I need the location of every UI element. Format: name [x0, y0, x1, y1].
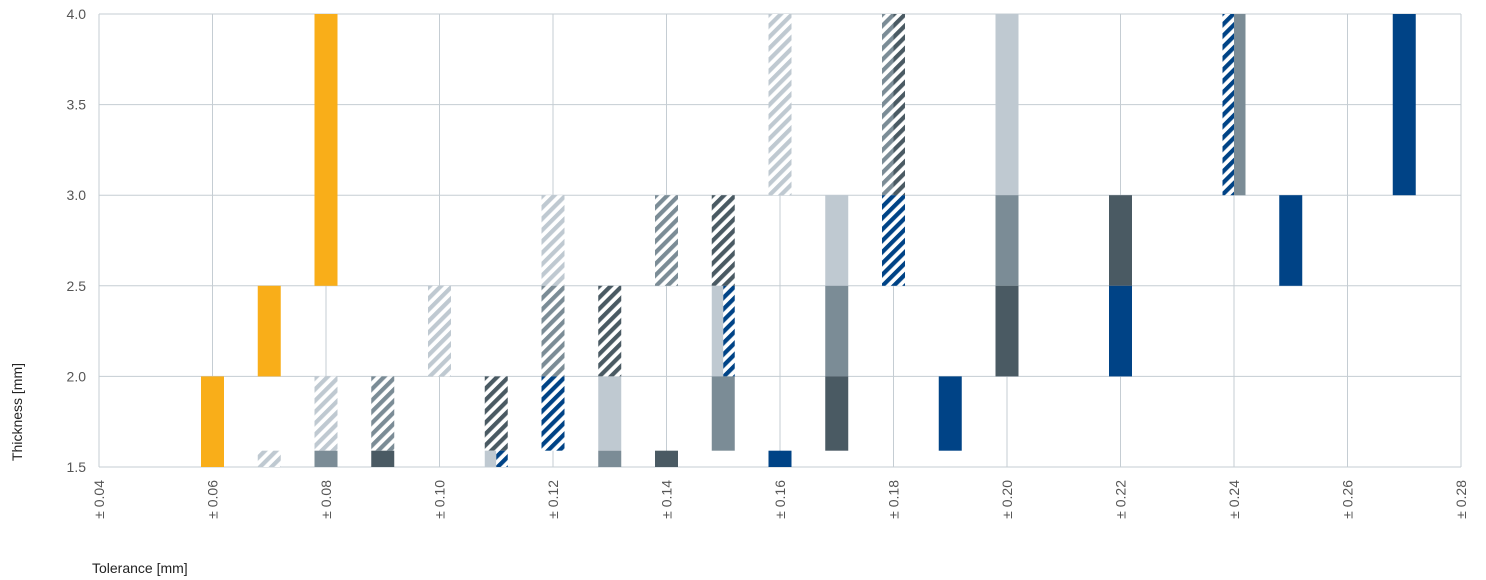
- bar: [995, 14, 1019, 196]
- bar: [496, 450, 508, 467]
- bar: [825, 285, 849, 377]
- x-tick-label: ± 0.16: [772, 480, 788, 519]
- x-axis-title: Tolerance [mm]: [92, 560, 188, 576]
- x-tick-label: ± 0.12: [545, 480, 561, 519]
- y-tick-label: 4.0: [67, 6, 87, 22]
- bar: [711, 376, 735, 451]
- x-tick-label: ± 0.14: [659, 480, 675, 519]
- y-axis-title: Thickness [mm]: [9, 363, 25, 461]
- bar: [314, 14, 338, 286]
- x-tick-label: ± 0.06: [205, 480, 221, 519]
- bar: [598, 450, 622, 467]
- bar: [314, 376, 338, 451]
- x-tick-label: ± 0.22: [1113, 480, 1129, 519]
- bar: [371, 376, 395, 451]
- bar: [995, 285, 1019, 377]
- bar: [882, 14, 894, 196]
- bar: [1234, 14, 1246, 196]
- bar: [1392, 14, 1416, 196]
- bar: [825, 376, 849, 451]
- bar: [541, 285, 565, 377]
- bar: [541, 195, 565, 286]
- x-tick-label: ± 0.28: [1453, 480, 1469, 519]
- bar: [711, 195, 735, 286]
- bars: [201, 14, 1416, 467]
- bar: [768, 450, 792, 467]
- y-tick-label: 1.5: [67, 459, 87, 475]
- bar: [428, 285, 451, 377]
- bar: [484, 376, 508, 451]
- bar: [484, 450, 497, 467]
- y-tick-label: 3.5: [67, 97, 87, 113]
- x-tick-labels: ± 0.04 ± 0.06 ± 0.08 ± 0.10 ± 0.12 ± 0.14 ± 0.…: [91, 480, 1469, 519]
- bar: [893, 14, 905, 196]
- bar: [655, 195, 678, 286]
- x-tick-label: ± 0.26: [1340, 480, 1356, 519]
- bar: [598, 376, 622, 451]
- x-tick-label: ± 0.20: [999, 480, 1015, 519]
- bar: [995, 195, 1019, 286]
- y-tick-labels: 1.5 2.0 2.5 3.0 3.5 4.0: [67, 6, 87, 475]
- x-tick-label: ± 0.08: [318, 480, 334, 519]
- bar: [723, 285, 735, 377]
- bar: [825, 195, 849, 286]
- bar: [314, 450, 338, 467]
- bar: [1109, 285, 1132, 377]
- bar: [1279, 195, 1303, 286]
- y-tick-label: 2.5: [67, 278, 87, 294]
- bar: [257, 450, 281, 467]
- x-tick-label: ± 0.04: [91, 480, 107, 519]
- x-tick-label: ± 0.18: [886, 480, 902, 519]
- bar: [541, 376, 565, 451]
- bar: [201, 376, 224, 467]
- bar: [1109, 195, 1132, 286]
- y-tick-label: 2.0: [67, 368, 87, 384]
- bar: [882, 195, 905, 286]
- y-tick-label: 3.0: [67, 187, 87, 203]
- bar: [257, 285, 281, 377]
- bar: [1222, 14, 1234, 196]
- bar: [711, 285, 724, 377]
- bar: [371, 450, 395, 467]
- bar: [768, 14, 792, 196]
- bar: [938, 376, 962, 451]
- x-tick-label: ± 0.10: [432, 480, 448, 519]
- bar: [598, 285, 622, 377]
- bar: [655, 450, 678, 467]
- x-tick-label: ± 0.24: [1226, 480, 1242, 519]
